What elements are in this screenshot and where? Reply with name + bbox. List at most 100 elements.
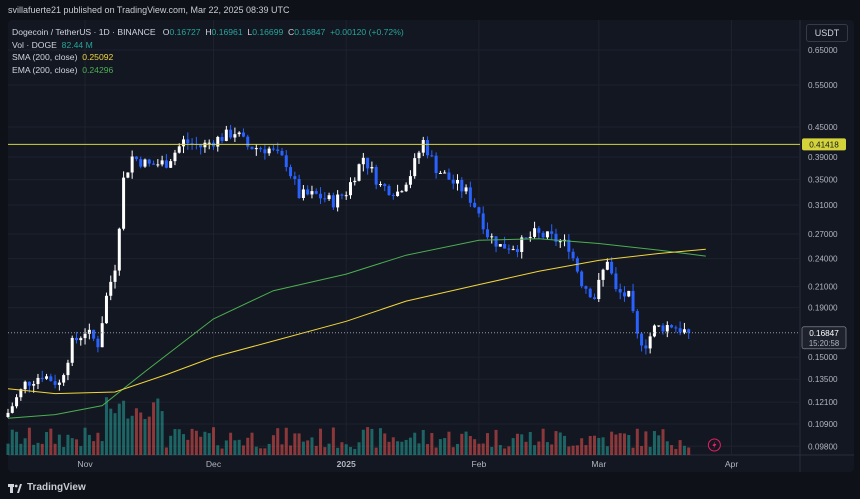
symbol-title[interactable]: Dogecoin / TetherUS · 1D · BINANCE xyxy=(12,27,156,37)
grid xyxy=(8,20,854,472)
volume-bar xyxy=(520,434,524,455)
candle-body xyxy=(614,273,618,290)
volume-row[interactable]: Vol · DOGE 82.44 M xyxy=(12,39,93,50)
candles xyxy=(6,124,691,418)
volume-bar xyxy=(580,438,584,455)
volume-bar xyxy=(558,432,562,455)
volume-bar xyxy=(45,431,49,455)
volume-bar xyxy=(665,441,669,455)
candle-body xyxy=(421,140,425,153)
volume-bar xyxy=(408,437,412,455)
volume-bar xyxy=(224,440,228,455)
candle-body xyxy=(378,184,382,186)
y-tick-label: 0.10900 xyxy=(808,420,838,429)
volume-bar xyxy=(271,435,275,455)
candle-body xyxy=(237,132,241,135)
candle-body xyxy=(220,136,224,141)
candle-body xyxy=(537,228,541,233)
candle-body xyxy=(289,167,293,177)
footer: TradingView xyxy=(0,478,860,499)
candle-body xyxy=(284,155,288,168)
candle-body xyxy=(57,382,61,385)
candle-body xyxy=(498,244,502,247)
volume-bar xyxy=(220,448,224,455)
candle-body xyxy=(310,191,314,195)
volume-bar xyxy=(263,448,267,455)
volume-bar xyxy=(464,431,468,455)
candle-body xyxy=(323,198,327,200)
candle-body xyxy=(117,228,121,271)
candle-body xyxy=(366,157,370,169)
volume-bar xyxy=(366,427,370,455)
candle-body xyxy=(652,325,656,337)
candle-body xyxy=(186,139,190,144)
volume-bar xyxy=(117,403,121,455)
candle-body xyxy=(297,179,301,198)
volume-bar xyxy=(430,432,434,455)
volume-bar xyxy=(545,442,549,455)
y-tick-label: 0.55000 xyxy=(808,81,838,90)
candle-body xyxy=(353,180,357,183)
candle-body xyxy=(545,231,549,238)
volume-bar xyxy=(614,434,618,455)
candle-body xyxy=(79,338,83,341)
volume-bar xyxy=(357,442,361,455)
publish-bar: svillafuerte21 published on TradingView.… xyxy=(0,0,860,22)
volume-bar xyxy=(528,432,532,455)
ema-row[interactable]: EMA (200, close) 0.24296 xyxy=(12,64,114,75)
volume-bar xyxy=(515,433,519,455)
candle-body xyxy=(160,160,164,165)
candle-body xyxy=(263,149,267,154)
moving-averages xyxy=(7,143,800,419)
candle-body xyxy=(74,337,78,341)
volume-bar xyxy=(451,447,455,455)
volume-bar xyxy=(10,429,14,455)
volume-bar xyxy=(57,434,61,455)
candle-body xyxy=(571,251,575,259)
volume-bar xyxy=(503,448,507,455)
volume-bar xyxy=(177,429,181,455)
candle-body xyxy=(92,329,96,339)
volume-bar xyxy=(182,434,186,455)
sma-row[interactable]: SMA (200, close) 0.25092 xyxy=(12,52,114,62)
candle-body xyxy=(477,207,481,214)
volume-bar xyxy=(473,439,477,455)
candle-body xyxy=(122,177,126,229)
candle-body xyxy=(62,375,66,383)
candle-body xyxy=(456,179,460,184)
candle-body xyxy=(143,159,147,167)
candle-body xyxy=(250,146,254,150)
volume-bar xyxy=(143,418,147,455)
last-price-box xyxy=(801,326,847,350)
candle-body xyxy=(164,160,168,168)
volume-bar xyxy=(391,437,395,455)
candle-body xyxy=(635,311,639,334)
candle-body xyxy=(490,236,494,238)
volume-bar xyxy=(156,398,160,455)
candle-body xyxy=(507,248,511,250)
volume-bar xyxy=(92,441,96,455)
candle-body xyxy=(271,148,275,150)
volume-bar xyxy=(537,441,541,455)
candle-body xyxy=(207,142,211,144)
candle-body xyxy=(130,156,134,173)
candle-body xyxy=(203,142,207,148)
volume-bar xyxy=(456,443,460,455)
volume-bar xyxy=(374,447,378,455)
volume-bar xyxy=(169,435,173,455)
candle-body xyxy=(190,143,194,145)
volume-bar xyxy=(682,445,686,455)
candle-body xyxy=(109,281,113,296)
candle-body xyxy=(147,159,151,164)
volume-bar xyxy=(610,431,614,455)
volume-bar xyxy=(6,443,10,455)
x-tick-label: Feb xyxy=(472,459,487,469)
candle-body xyxy=(23,381,27,390)
volume-bar xyxy=(644,431,648,455)
currency-button[interactable]: USDT xyxy=(806,24,848,42)
volume-bar xyxy=(584,445,588,455)
candle-body xyxy=(267,148,271,154)
volume-bar xyxy=(567,446,571,455)
volume-bar xyxy=(66,434,70,455)
